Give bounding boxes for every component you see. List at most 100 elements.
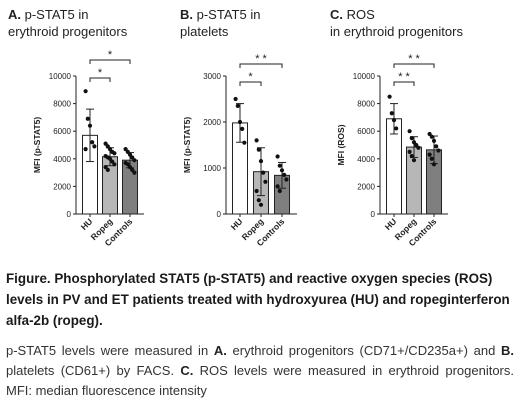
data-point [284,177,289,182]
data-point [429,156,434,161]
y-tick-label: 2000 [203,118,221,127]
data-point [112,151,117,156]
data-point [90,140,95,145]
panel-a-title: A. p-STAT5 in erythroid progenitors [8,6,127,40]
y-tick-label: 0 [67,210,72,219]
caption-letter-c: C. [180,363,194,378]
y-tick-label: 8000 [357,100,375,109]
data-point [254,138,259,143]
data-point [105,167,110,172]
y-axis-label: MFI (p-STAT5) [182,117,192,174]
y-tick-label: 8000 [53,100,71,109]
figure-caption-title: Figure. Phosphorylated STAT5 (p-STAT5) a… [6,271,510,328]
significance-bracket [393,63,435,68]
y-axis-label: MFI (ROS) [336,124,346,165]
data-point [277,188,282,194]
y-tick-label: 10000 [49,72,72,81]
data-point [233,96,238,102]
panel-c-letter: C. [330,7,343,22]
data-point [237,119,243,125]
y-tick-label: 0 [371,210,376,219]
data-point [434,144,439,149]
data-point [429,134,434,139]
data-point [258,159,264,164]
significance-bracket [89,77,111,82]
panel-c-title-line1: ROS [346,7,375,22]
data-point [235,103,240,108]
data-point [431,138,437,143]
significance-label: * * [255,53,267,65]
data-point [85,116,90,121]
caption-text-4: ROS levels were measured in erythroid pr… [6,363,514,398]
data-point [242,140,247,145]
data-point [263,179,268,184]
data-point [240,126,245,131]
data-point [409,153,414,159]
panel-a-title-line1: p-STAT5 in [24,7,89,22]
data-point [407,129,412,134]
data-point [387,94,392,99]
caption-text-1: p-STAT5 levels were measured in [6,343,214,358]
y-tick-label: 6000 [53,127,71,136]
data-point [282,172,287,177]
panel-b-title-line2: platelets [180,24,229,39]
data-point [256,198,261,203]
figure-caption-body: p-STAT5 levels were measured in A. eryth… [6,341,514,401]
data-point [416,145,421,150]
data-point [132,170,137,175]
data-point [275,154,280,159]
data-point [87,123,93,128]
data-point [407,149,412,154]
data-point [256,147,261,152]
y-tick-label: 2000 [53,182,71,191]
panel-b-title-line1: p-STAT5 in [196,7,261,22]
significance-label: * * [398,71,410,83]
caption-text-2: erythroid progenitors (CD71+/CD235a+) an… [226,343,501,358]
data-point [132,158,137,163]
significance-label: * [98,67,103,79]
significance-bracket [239,63,283,68]
panel-b-title: B. p-STAT5 in platelets [180,6,260,40]
data-point [254,188,259,194]
data-point [391,118,397,123]
data-point [431,162,437,167]
data-point [409,136,414,141]
y-tick-label: 0 [217,210,222,219]
caption-letter-a: A. [213,343,227,358]
data-point [258,202,264,207]
data-point [279,168,285,173]
data-point [261,170,266,175]
y-tick-label: 10000 [353,72,376,81]
significance-label: * [108,49,113,61]
data-point [389,111,394,116]
y-tick-label: 6000 [357,127,375,136]
data-point [112,162,117,167]
y-tick-label: 4000 [53,155,71,164]
panel-a-title-line2: erythroid progenitors [8,24,128,39]
data-point [83,89,88,94]
y-axis-label: MFI (p-STAT5) [32,117,42,174]
y-tick-label: 1000 [203,164,221,173]
caption-text-3: platelets (CD61+) by FACS. [6,363,181,378]
panel-c-title: C. ROS in erythroid progenitors [330,6,463,40]
y-tick-label: 2000 [357,182,375,191]
data-point [427,152,432,157]
y-tick-label: 4000 [357,155,375,164]
data-point [277,163,282,168]
significance-label: * * [408,53,420,65]
significance-bracket [89,59,131,64]
significance-bracket [239,81,262,86]
data-point [83,147,88,152]
significance-bracket [393,81,415,86]
data-point [411,158,417,163]
data-point [394,126,399,131]
caption-letter-b: B. [501,343,514,358]
panel-b-letter: B. [180,7,193,22]
panel-a-letter: A. [8,7,21,22]
significance-label: * [248,71,253,83]
panel-c-title-line2: in erythroid progenitors [330,24,463,39]
data-point [436,148,441,153]
